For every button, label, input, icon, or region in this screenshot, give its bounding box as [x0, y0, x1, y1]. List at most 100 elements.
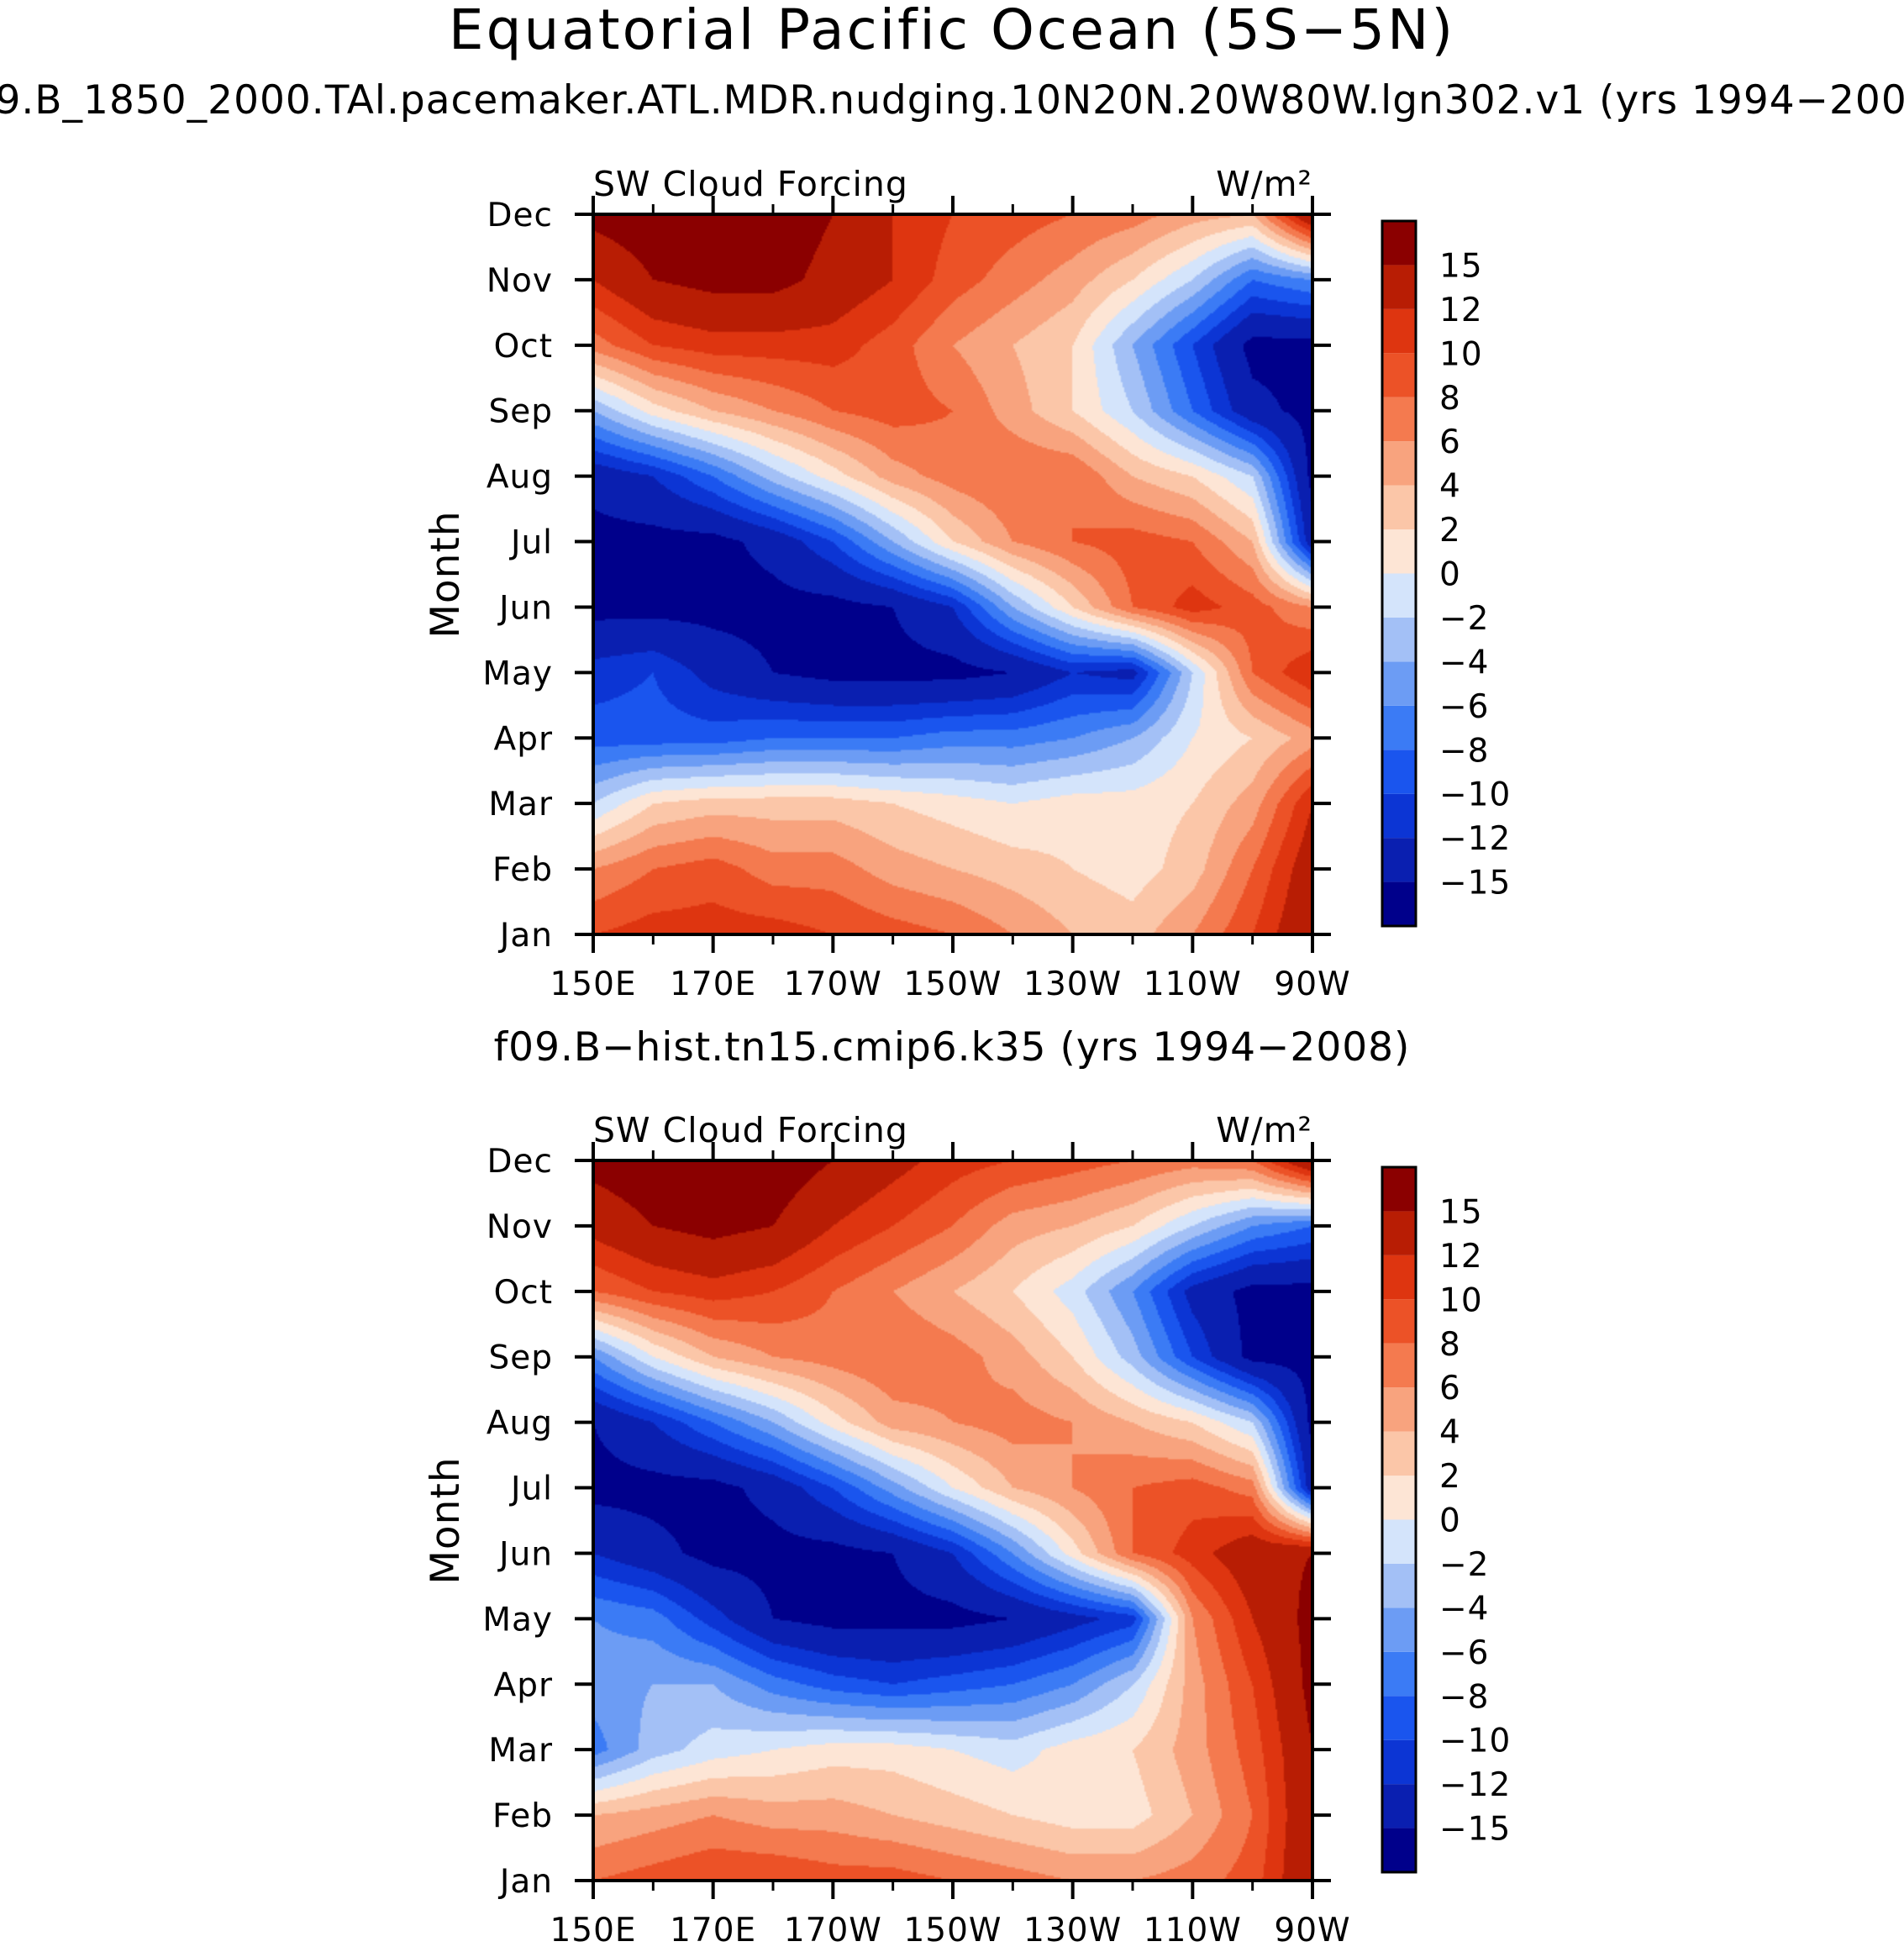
y-tick-label: Nov — [487, 1208, 553, 1246]
x-tick-label: 170W — [784, 1912, 882, 1949]
colorbar-label: 15 — [1439, 247, 1483, 285]
colorbar-label: 10 — [1439, 335, 1483, 373]
y-tick-label: Apr — [494, 1666, 553, 1704]
variable-label: SW Cloud Forcing — [593, 164, 908, 204]
y-tick-label: May — [482, 1601, 553, 1639]
x-tick-label: 130W — [1023, 1912, 1122, 1949]
y-tick-label: Jun — [497, 589, 553, 627]
colorbar-box — [1382, 1563, 1416, 1608]
y-tick-label: Nov — [487, 262, 553, 300]
heatmap-field — [593, 214, 1312, 934]
y-tick-label: Sep — [488, 393, 553, 431]
x-tick-label: 150W — [903, 965, 1002, 1003]
y-tick-label: Dec — [487, 197, 553, 234]
colorbar-label: 0 — [1439, 1502, 1461, 1540]
y-tick-label: May — [482, 655, 553, 692]
colorbar-label: −15 — [1439, 1811, 1511, 1849]
colorbar-box — [1382, 881, 1416, 926]
y-tick-label: Oct — [494, 328, 553, 366]
y-tick-label: Jan — [497, 917, 553, 955]
y-tick-label: Sep — [488, 1339, 553, 1377]
colorbar-box — [1382, 1696, 1416, 1740]
colorbar-label: −2 — [1439, 1546, 1490, 1584]
colorbar-label: 4 — [1439, 1414, 1461, 1452]
units-label: W/m² — [1216, 164, 1312, 204]
colorbar-box — [1382, 1476, 1416, 1520]
y-tick-label: Mar — [488, 1732, 553, 1770]
colorbar-label: 2 — [1439, 1458, 1461, 1496]
y-tick-label: Jul — [508, 1471, 553, 1508]
colorbar-box — [1382, 353, 1416, 397]
x-tick-label: 170E — [670, 1912, 756, 1949]
panel-subtitle: f09.B−hist.tn15.cmip6.k35 (yrs 1994−2008… — [494, 1024, 1411, 1071]
colorbar-box — [1382, 617, 1416, 662]
colorbar-label: 4 — [1439, 468, 1461, 506]
x-tick-label: 150W — [903, 1912, 1002, 1949]
colorbar-label: 0 — [1439, 556, 1461, 594]
colorbar-box — [1382, 1519, 1416, 1564]
panel-subtitle: f09.B_1850_2000.TAl.pacemaker.ATL.MDR.nu… — [0, 77, 1904, 124]
x-tick-label: 90W — [1274, 965, 1350, 1003]
y-tick-label: Jan — [497, 1863, 553, 1901]
colorbar-box — [1382, 1739, 1416, 1785]
colorbar-label: 6 — [1439, 1370, 1461, 1407]
colorbar-box — [1382, 1784, 1416, 1828]
y-tick-label: Jun — [497, 1535, 553, 1573]
colorbar-box — [1382, 793, 1416, 839]
y-axis-title: Month — [423, 510, 469, 638]
colorbar-label: −4 — [1439, 1590, 1490, 1628]
colorbar-label: 12 — [1439, 1238, 1483, 1276]
y-tick-label: Aug — [487, 459, 553, 497]
colorbar-box — [1382, 308, 1416, 354]
colorbar-box — [1382, 1343, 1416, 1388]
colorbar-label: 6 — [1439, 424, 1461, 461]
colorbar-frame — [1381, 219, 1417, 928]
colorbar-box — [1382, 221, 1416, 266]
colorbar-box — [1382, 441, 1416, 486]
colorbar-box — [1382, 1299, 1416, 1344]
colorbar: 15 12 10 8 6 4 2 0 −2 −4 −6 −8 −10 −12 −15 — [1381, 219, 1511, 928]
main-title: Equatorial Pacific Ocean (5S−5N) — [449, 0, 1455, 62]
colorbar-label: −12 — [1439, 1766, 1511, 1804]
colorbar-box — [1382, 1255, 1416, 1300]
y-tick-label: Dec — [487, 1143, 553, 1181]
colorbar-box — [1382, 750, 1416, 794]
x-tick-label: 110W — [1144, 965, 1242, 1003]
panel-2: f09.B−hist.tn15.cmip6.k35 (yrs 1994−2008… — [423, 1024, 1511, 1949]
x-tick-label: 90W — [1274, 1912, 1350, 1949]
colorbar-label: −12 — [1439, 820, 1511, 858]
x-tick-label: 150E — [550, 1912, 636, 1949]
colorbar-label: 10 — [1439, 1281, 1483, 1319]
x-tick-label: 130W — [1023, 965, 1122, 1003]
variable-label: SW Cloud Forcing — [593, 1110, 908, 1150]
colorbar-label: −8 — [1439, 732, 1490, 770]
colorbar-label: 12 — [1439, 292, 1483, 329]
colorbar-box — [1382, 705, 1416, 750]
colorbar-label: −10 — [1439, 1723, 1511, 1760]
heatmap-field — [593, 1160, 1312, 1881]
y-tick-label: Apr — [494, 720, 553, 758]
colorbar-box — [1382, 1211, 1416, 1255]
colorbar-box — [1382, 265, 1416, 309]
y-tick-label: Feb — [492, 1797, 553, 1835]
y-tick-label: Oct — [494, 1274, 553, 1312]
colorbar-label: 8 — [1439, 380, 1461, 418]
colorbar-box — [1382, 485, 1416, 530]
colorbar: 15 12 10 8 6 4 2 0 −2 −4 −6 −8 −10 −12 −15 — [1381, 1165, 1511, 1874]
colorbar-label: −6 — [1439, 1634, 1490, 1672]
colorbar-box — [1382, 1828, 1416, 1872]
colorbar-box — [1382, 1651, 1416, 1697]
colorbar-box — [1382, 1167, 1416, 1212]
colorbar-box — [1382, 397, 1416, 442]
colorbar-frame — [1381, 1165, 1417, 1874]
colorbar-box — [1382, 573, 1416, 618]
units-label: W/m² — [1216, 1110, 1312, 1150]
colorbar-label: 15 — [1439, 1193, 1483, 1231]
x-tick-label: 110W — [1144, 1912, 1242, 1949]
x-tick-label: 170E — [670, 965, 756, 1003]
colorbar-label: −2 — [1439, 600, 1490, 638]
colorbar-box — [1382, 661, 1416, 706]
colorbar-box — [1382, 1607, 1416, 1652]
x-tick-label: 150E — [550, 965, 636, 1003]
